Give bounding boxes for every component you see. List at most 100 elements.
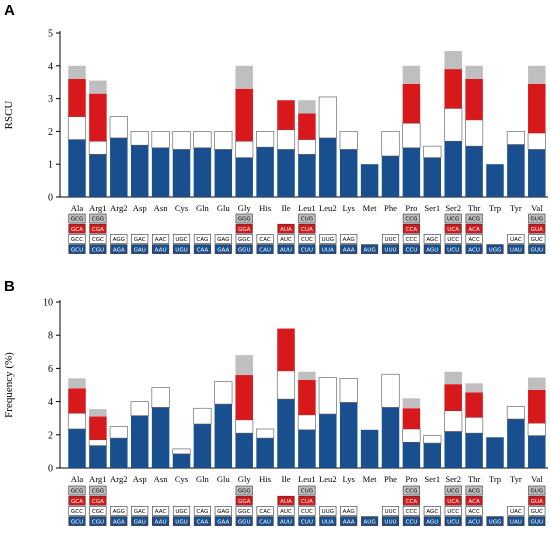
bar-segment-glu-2: [214, 381, 233, 405]
codon-label: AAU: [155, 247, 167, 253]
codon-box: [152, 516, 170, 526]
codon-label: CAU: [259, 247, 271, 253]
codon-label: AAU: [155, 519, 167, 525]
panel-label: A: [4, 2, 15, 19]
codon-box: [444, 213, 462, 224]
codon-label: GGG: [238, 489, 251, 495]
category-label: Thr: [468, 203, 481, 213]
bar-segment-trp-1: [486, 164, 504, 197]
category-label: Met: [363, 474, 377, 484]
bar-segment-ser2-2: [444, 410, 463, 432]
codon-label: GGC: [238, 237, 251, 243]
category-label: Gly: [238, 203, 252, 213]
codon-label: GAG: [217, 509, 229, 515]
codon-box: [235, 213, 253, 224]
codon-label: ACG: [468, 489, 480, 495]
category-label: Ala: [71, 474, 84, 484]
codon-label: GUC: [531, 237, 543, 243]
codon-box: [89, 506, 107, 516]
codon-box: [465, 223, 483, 234]
bar-segment-ala-2: [67, 116, 87, 140]
bar-segment-arg1-3: [89, 93, 107, 142]
codon-label: AUG: [363, 247, 375, 253]
codon-box: [381, 244, 400, 254]
bar-segment-gln-1: [193, 424, 212, 468]
codon-box: [340, 516, 358, 526]
codon-box: [402, 485, 420, 496]
codon-label: CUG: [301, 217, 313, 223]
bar-segment-trp-1: [486, 437, 504, 468]
bar-segment-leu2-2: [318, 377, 337, 415]
codon-box: [152, 234, 170, 244]
codon-label: GAU: [134, 247, 146, 253]
bar-segment-val-2: [527, 422, 546, 436]
bar-segment-ala-4: [68, 65, 86, 79]
bar-segment-arg1-4: [89, 409, 107, 417]
bar-segment-val-2: [527, 132, 546, 150]
category-label: Cys: [175, 474, 189, 484]
category-label: Ile: [281, 474, 290, 484]
codon-label: CAC: [259, 237, 271, 243]
codon-box: [381, 234, 400, 244]
codon-box: [444, 244, 462, 254]
bar-segment-leu1-1: [298, 429, 316, 468]
bar-segment-leu2-1: [319, 414, 337, 468]
bar-segment-arg1-1: [89, 154, 107, 197]
codon-box: [465, 213, 483, 224]
bar-segment-arg1-4: [89, 80, 107, 94]
bar-segment-asp-2: [130, 401, 149, 417]
category-label: Asn: [154, 474, 169, 484]
y-tick-label: 2: [48, 127, 53, 138]
category-label: Gln: [196, 474, 210, 484]
codon-label: AGA: [113, 247, 125, 253]
codon-label: GCC: [71, 237, 83, 243]
codon-label: GAC: [134, 237, 146, 243]
category-label: Ile: [281, 203, 290, 213]
bar-segment-ser2-1: [444, 431, 462, 468]
codon-box: [528, 506, 546, 516]
panel-A: A RSCU 0 1 2 3 4 5 Ala GCU GCC GCA GCG Arg1 CGU CGC CGA C…: [3, 2, 548, 254]
codon-box: [68, 495, 86, 506]
category-label: Val: [531, 203, 543, 213]
codon-box: [444, 485, 462, 496]
category-label: Arg2: [110, 203, 128, 213]
bar-segment-ile-3: [277, 328, 295, 371]
bar-segment-ile-3: [277, 100, 295, 130]
codon-box: [444, 234, 462, 244]
y-tick-label: 2: [48, 430, 53, 441]
codon-box: [110, 234, 128, 244]
codon-box: [507, 234, 525, 244]
codon-box: [507, 506, 525, 516]
bar-segment-asp-1: [130, 415, 149, 468]
codon-box: [214, 234, 232, 244]
codon-box: [256, 234, 274, 244]
codon-label: GGU: [238, 519, 251, 525]
codon-label: CAC: [259, 509, 271, 515]
bar-segment-pro-2: [402, 428, 421, 443]
codon-box: [298, 506, 316, 516]
category-label: Trp: [489, 474, 501, 484]
codon-label: GCU: [71, 247, 83, 253]
bar-segment-lys-1: [339, 149, 358, 197]
codon-box: [68, 506, 86, 516]
codon-box: [172, 244, 191, 254]
codon-label: CUC: [301, 237, 313, 243]
codon-label: UCU: [447, 519, 459, 525]
codon-box: [381, 516, 400, 526]
bar-segment-gly-4: [235, 355, 253, 376]
codon-box: [528, 516, 546, 526]
bar-segment-phe-2: [381, 373, 400, 408]
bar-segment-pro-3: [402, 408, 421, 429]
codon-box: [298, 516, 316, 526]
bar-segment-leu1-2: [297, 139, 316, 155]
codon-label: GGC: [238, 509, 251, 515]
codon-box: [172, 516, 191, 526]
y-tick-label: 1: [48, 160, 53, 171]
codon-label: GCG: [71, 489, 84, 495]
bar-segment-gly-2: [235, 140, 254, 158]
codon-box: [256, 506, 274, 516]
bar-segment-gly-4: [235, 65, 253, 89]
codon-box: [131, 516, 149, 526]
codon-box: [277, 506, 295, 516]
bar-segment-ser1-2: [423, 145, 442, 158]
